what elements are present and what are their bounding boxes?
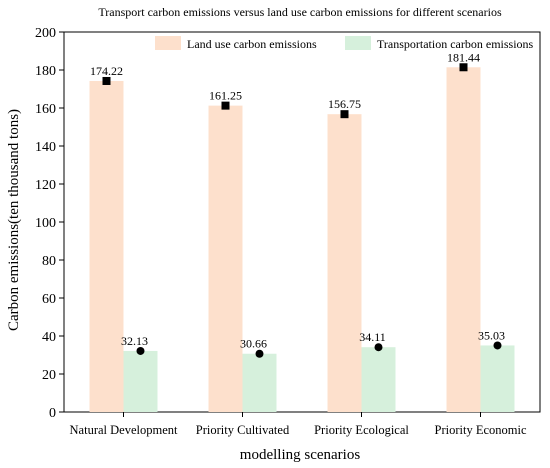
bar-transportation xyxy=(123,350,158,412)
bar-land-use xyxy=(89,80,124,413)
marker-land-use xyxy=(340,110,349,119)
y-tick-label: 40 xyxy=(42,330,56,345)
data-label-transportation: 32.13 xyxy=(121,334,148,348)
plot-area: 0 20 40 60 80 100 120 140 160 180 200 174.22 32.13 Na… xyxy=(35,26,541,437)
chart-title: Transport carbon emissions versus land u… xyxy=(98,5,502,19)
marker-transportation xyxy=(136,346,145,355)
data-label-land-use: 181.44 xyxy=(447,50,480,64)
marker-land-use xyxy=(221,101,230,110)
x-axis-label: modelling scenarios xyxy=(240,447,361,463)
marker-transportation xyxy=(493,341,502,350)
marker-land-use xyxy=(102,76,111,85)
bar-transportation xyxy=(361,347,396,412)
y-axis-label: Carbon emissions(ten thousand tons) xyxy=(6,109,22,331)
data-label-transportation: 35.03 xyxy=(478,328,505,342)
y-tick-label: 20 xyxy=(42,368,56,383)
y-tick-label: 160 xyxy=(35,102,56,117)
y-tick-label: 140 xyxy=(35,140,56,155)
data-label-land-use: 156.75 xyxy=(328,97,361,111)
y-tick-label: 120 xyxy=(35,178,56,193)
data-label-land-use: 174.22 xyxy=(90,64,123,78)
y-tick-label: 180 xyxy=(35,64,56,79)
x-tick-label: Priority Economic xyxy=(435,423,527,437)
x-tick-label: Natural Development xyxy=(70,423,178,437)
marker-transportation xyxy=(374,343,383,352)
data-label-transportation: 34.11 xyxy=(359,330,386,344)
data-label-transportation: 30.66 xyxy=(240,337,267,351)
legend-swatch-transportation xyxy=(345,36,371,50)
legend-label-land-use: Land use carbon emissions xyxy=(187,37,317,51)
marker-transportation xyxy=(255,349,264,358)
bar-land-use xyxy=(446,67,481,412)
bar-transportation xyxy=(480,345,515,412)
y-tick-label: 80 xyxy=(42,254,56,269)
bar-land-use xyxy=(327,114,362,413)
data-label-land-use: 161.25 xyxy=(209,89,242,103)
y-tick-label: 0 xyxy=(49,406,56,421)
bar-transportation xyxy=(242,353,277,412)
legend-label-transportation: Transportation carbon emissions xyxy=(377,37,534,51)
legend-swatch-land-use xyxy=(155,36,181,50)
bar-land-use xyxy=(208,105,243,412)
x-tick-label: Priority Ecological xyxy=(314,423,409,437)
y-tick-label: 100 xyxy=(35,216,56,231)
x-tick-label: Priority Cultivated xyxy=(196,423,290,437)
y-tick-label: 60 xyxy=(42,292,56,307)
marker-land-use xyxy=(459,63,468,72)
y-tick-label: 200 xyxy=(35,26,56,41)
